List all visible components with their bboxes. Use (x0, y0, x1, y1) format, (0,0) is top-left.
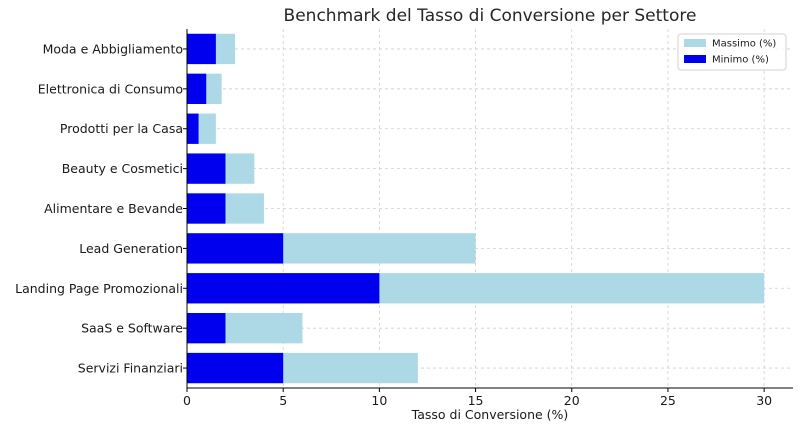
x-tick-label: 5 (279, 393, 287, 408)
legend-swatch (684, 39, 706, 47)
x-tick-label: 25 (660, 393, 676, 408)
category-labels: Moda e Abbigliamento Elettronica di Consu… (15, 41, 187, 376)
x-tick-labels: 0 5 10 15 20 25 30 (183, 388, 772, 408)
x-tick-label: 0 (183, 393, 191, 408)
chart-title: Benchmark del Tasso di Conversione per S… (284, 6, 697, 26)
bar-minimo (187, 153, 226, 184)
category-label: Moda e Abbigliamento (43, 41, 183, 56)
bar-minimo (187, 233, 284, 264)
x-tick-label: 10 (371, 393, 387, 408)
bar-minimo (187, 73, 207, 104)
bar-minimo (187, 33, 216, 65)
legend-label: Massimo (%) (712, 39, 776, 50)
bar-minimo (187, 193, 226, 224)
x-tick-label: 15 (468, 393, 484, 408)
bar-minimo (187, 313, 226, 344)
bar-minimo (187, 113, 199, 144)
category-label: Lead Generation (79, 241, 183, 256)
x-tick-label: 30 (756, 393, 772, 408)
category-label: Beauty e Cosmetici (62, 161, 183, 176)
category-label: Landing Page Promozionali (15, 281, 183, 296)
bar-minimo (187, 352, 284, 384)
x-axis-label: Tasso di Conversione (%) (411, 407, 569, 422)
category-label: Prodotti per la Casa (60, 121, 183, 136)
legend: Massimo (%) Minimo (%) (677, 33, 787, 71)
legend-swatch (684, 55, 706, 63)
category-label: Alimentare e Bevande (44, 201, 183, 216)
x-tick-label: 20 (564, 393, 580, 408)
category-label: Servizi Finanziari (78, 361, 183, 376)
category-label: Elettronica di Consumo (38, 81, 183, 96)
bars (187, 33, 765, 384)
bar-minimo (187, 273, 380, 304)
category-label: SaaS e Software (81, 321, 183, 336)
legend-label: Minimo (%) (712, 55, 769, 66)
